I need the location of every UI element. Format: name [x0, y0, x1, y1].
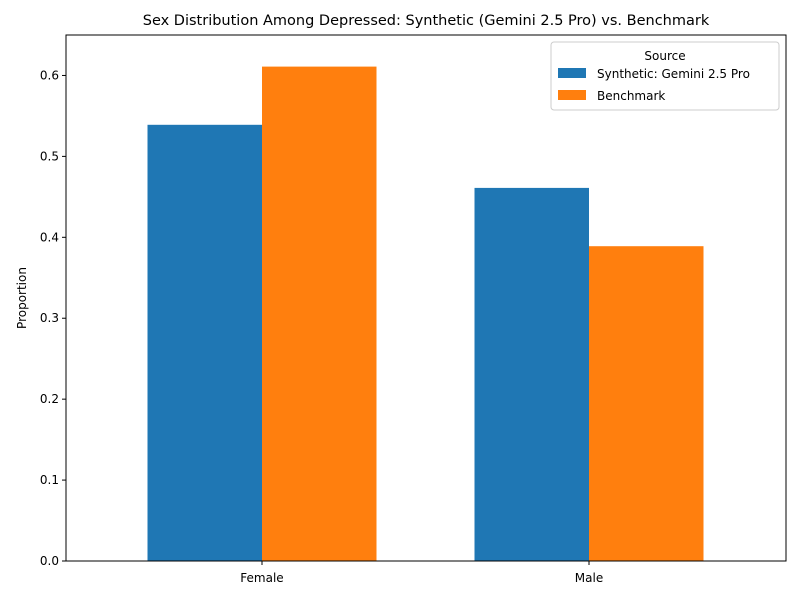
chart-title: Sex Distribution Among Depressed: Synthe… [143, 13, 710, 29]
legend-box [550, 41, 780, 111]
x-tick-label-male: Male [575, 571, 603, 585]
plot-frame [65, 34, 787, 562]
legend-title: Source [644, 49, 685, 63]
y-axis-label: Proportion [15, 267, 29, 329]
x-tick-label-female: Female [240, 571, 283, 585]
y-tick-label: 0.5 [40, 149, 59, 163]
legend-swatch-benchmark [558, 90, 586, 100]
y-tick-label: 0.6 [40, 68, 59, 82]
y-tick-label: 0.0 [40, 554, 59, 568]
y-tick-label: 0.2 [40, 392, 59, 406]
bar-female-benchmark [262, 66, 377, 561]
y-tick-label: 0.1 [40, 473, 59, 487]
bars-layer [147, 66, 704, 562]
bar-female-synthetic [147, 124, 262, 562]
legend: Source Synthetic: Gemini 2.5 Pro Benchma… [550, 41, 780, 111]
ticks-layer: Female Male 0.0 0.1 0.2 0.3 0.4 0.5 0.6 [40, 68, 603, 585]
bar-male-synthetic [474, 187, 589, 561]
bar-male-benchmark [589, 246, 704, 561]
y-tick-label: 0.3 [40, 311, 59, 325]
legend-label-benchmark: Benchmark [597, 89, 665, 103]
legend-label-synthetic: Synthetic: Gemini 2.5 Pro [597, 67, 750, 81]
legend-swatch-synthetic [558, 68, 586, 78]
y-tick-label: 0.4 [40, 230, 59, 244]
